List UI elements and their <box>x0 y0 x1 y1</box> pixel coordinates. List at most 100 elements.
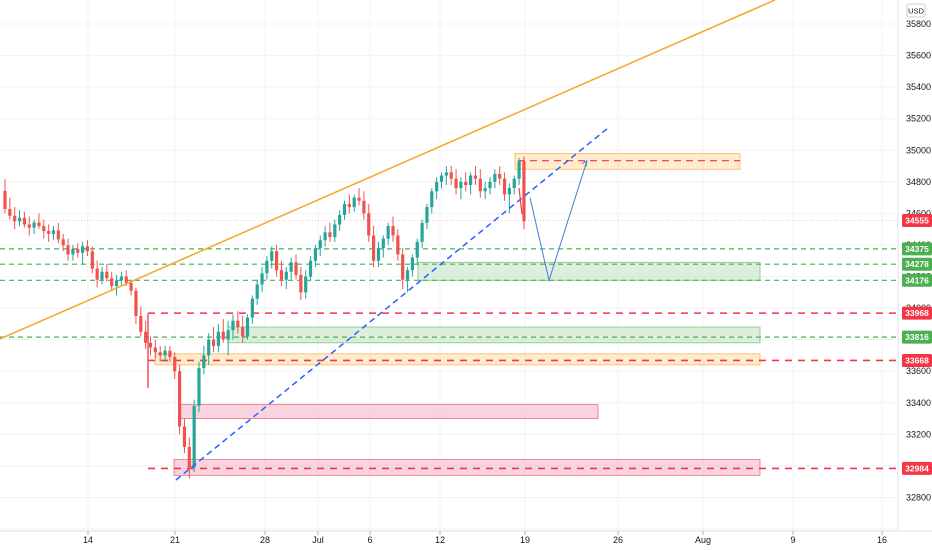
candle-body <box>226 330 230 340</box>
candle-body <box>245 317 250 337</box>
x-tick-label: 9 <box>790 535 795 545</box>
candle-body <box>139 315 143 332</box>
x-tick-label: 28 <box>260 535 270 545</box>
candle-body <box>459 181 463 189</box>
candle-body <box>105 271 109 279</box>
candle-body <box>367 213 371 236</box>
currency-label: USD <box>908 7 924 16</box>
candle-body <box>47 231 51 234</box>
candle-body <box>289 262 293 272</box>
price-tag <box>902 306 932 320</box>
candle-body <box>153 347 157 353</box>
x-tick-label: 12 <box>435 535 445 545</box>
candle-body <box>507 188 511 195</box>
candle-body <box>81 246 85 253</box>
candle-body <box>32 222 36 228</box>
candle-body <box>211 339 216 346</box>
currency-badge[interactable] <box>906 3 926 18</box>
x-tick-label: Aug <box>695 535 711 545</box>
candle-body <box>22 217 26 225</box>
y-tick-label: 35400 <box>906 82 931 92</box>
candle-body <box>469 175 473 185</box>
candle-body <box>168 350 172 357</box>
candle-body <box>294 262 298 275</box>
candle-body <box>192 405 196 468</box>
candle-body <box>42 226 46 232</box>
candle-body <box>299 274 303 293</box>
candle-body <box>396 235 400 255</box>
candle-body <box>100 271 104 280</box>
candle-body <box>27 224 31 228</box>
candle-body <box>372 235 376 261</box>
candle-body <box>134 290 138 316</box>
candle-body <box>313 248 317 261</box>
candle-body <box>435 181 439 192</box>
y-tick-label: 35000 <box>906 145 931 155</box>
candle-body <box>517 161 521 179</box>
candle-body <box>76 248 80 253</box>
candle-body <box>483 188 487 192</box>
candle-body <box>478 178 482 192</box>
candle-body <box>255 284 259 299</box>
y-tick-label: 34800 <box>906 177 931 187</box>
time-axis[interactable]: 14 21 28 Jul 6 12 19 26 Aug 9 16 <box>0 530 932 550</box>
candle-body <box>338 214 342 225</box>
candle-body <box>236 320 240 328</box>
price-tag <box>902 242 932 256</box>
candle-body <box>110 278 114 286</box>
zone-demand <box>417 261 761 281</box>
price-tag-label: 34555 <box>905 216 929 226</box>
candle-body <box>61 239 65 246</box>
candle-body <box>333 224 337 238</box>
candle-body <box>13 215 17 222</box>
support-trendline <box>175 127 609 481</box>
candle-body <box>357 197 361 201</box>
y-tick-label: 35200 <box>906 114 931 124</box>
candle-body <box>323 232 327 241</box>
drawings-layer <box>0 0 776 481</box>
candle-body <box>275 251 279 271</box>
candle-body <box>454 178 458 189</box>
zones-layer <box>154 153 761 476</box>
candle-body <box>241 327 245 337</box>
candle-body <box>37 222 41 227</box>
price-tags-layer: 34555 34375 34278 34176 33968 33816 33668 32984 <box>902 214 932 475</box>
candles-layer <box>3 156 526 479</box>
candle-body <box>420 222 424 242</box>
resistance-trendline <box>0 0 776 340</box>
zone-demand <box>227 326 761 344</box>
candle-body <box>17 217 22 222</box>
candle-body <box>182 426 187 447</box>
drop-marker <box>518 187 523 215</box>
candle-body <box>401 254 405 280</box>
candle-body <box>216 331 220 346</box>
candle-body <box>342 203 347 215</box>
candle-body <box>347 203 351 208</box>
candle-body <box>158 352 162 356</box>
zone-liquidity <box>173 459 761 476</box>
candle-body <box>444 172 448 176</box>
candle-body <box>119 276 123 281</box>
price-tag <box>902 353 932 367</box>
x-tick-label: 6 <box>367 535 372 545</box>
y-tick-label: 33400 <box>906 398 931 408</box>
candle-body <box>493 173 497 182</box>
price-tag-label: 33668 <box>905 355 929 365</box>
price-tag-label: 34278 <box>905 259 929 269</box>
x-tick-label: 14 <box>83 535 93 545</box>
price-tag <box>902 330 932 344</box>
candle-body <box>464 181 468 185</box>
candle-body <box>386 226 390 239</box>
zone-supply <box>514 153 741 170</box>
price-tag <box>902 214 932 228</box>
candle-body <box>430 191 434 208</box>
x-tick-label: Jul <box>312 535 324 545</box>
levels-layer <box>0 160 898 470</box>
x-tick-label: 21 <box>170 535 180 545</box>
candle-body <box>207 339 211 356</box>
candle-body <box>250 298 254 318</box>
candle-body <box>114 280 119 286</box>
candle-body <box>415 241 419 258</box>
x-tick-label: 16 <box>877 535 887 545</box>
